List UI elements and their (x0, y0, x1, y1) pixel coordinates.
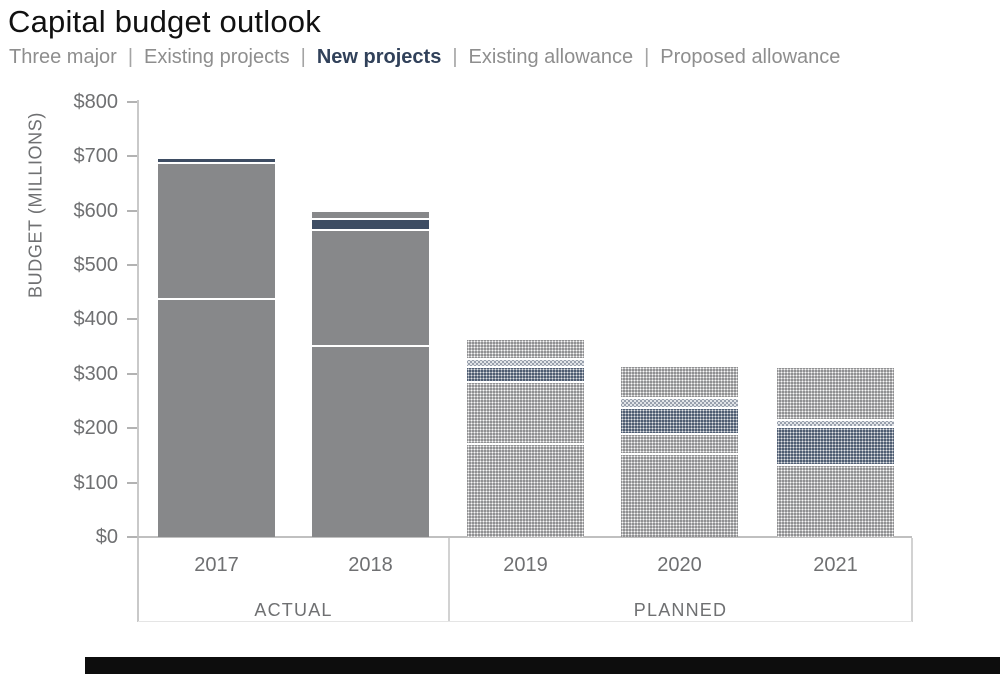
legend-separator: | (644, 46, 650, 68)
y-tick-mark (127, 209, 137, 212)
y-tick-label: $300 (73, 362, 119, 385)
bar-segment-2019-existing-projects (467, 383, 584, 445)
chart-title: Capital budget outlook (8, 4, 321, 39)
x-tick-label-2020: 2020 (657, 554, 702, 576)
bar-segment-2019-proposed-allowance (467, 339, 584, 361)
y-tick-mark (127, 155, 137, 158)
y-tick-label: $800 (73, 90, 119, 113)
y-tick-mark (127, 100, 137, 103)
legend-separator: | (452, 46, 458, 68)
bar-segment-2020-existing-projects (621, 434, 738, 456)
y-tick-label: $0 (95, 526, 118, 548)
bar-2018 (312, 212, 429, 537)
x-tick-label-2017: 2017 (194, 554, 239, 576)
bar-segment-2021-new-projects (777, 428, 894, 467)
y-tick-mark (127, 372, 137, 375)
group-label-planned: PLANNED (633, 600, 728, 620)
x-tick-label-2018: 2018 (348, 554, 393, 576)
legend-item-three-major[interactable]: Three major (9, 46, 117, 68)
chart-legend: Three major | Existing projects | New pr… (9, 46, 840, 69)
y-tick-mark (127, 264, 137, 266)
y-tick-mark (127, 318, 137, 321)
group-divider (448, 538, 450, 622)
y-tick-mark (127, 481, 137, 484)
legend-item-existing-projects[interactable]: Existing projects (144, 46, 290, 68)
legend-separator: | (127, 46, 134, 68)
axis-box-bottom (138, 621, 912, 622)
bar-segment-2020-proposed-allowance (621, 367, 738, 399)
bar-segment-2021-existing-allowance (777, 421, 894, 429)
bar-segment-2018-new-projects (312, 220, 429, 232)
y-tick-mark (127, 536, 137, 538)
x-tick-label-2021: 2021 (813, 554, 858, 576)
bar-2019 (467, 339, 584, 537)
bar-segment-2021-proposed-allowance (777, 368, 894, 422)
axis-right-border (911, 538, 913, 622)
y-tick-label: $100 (73, 471, 119, 494)
bottom-bar (85, 657, 1000, 674)
bar-segment-2020-new-projects (621, 408, 738, 435)
bar-segment-2020-existing-allowance (621, 398, 738, 409)
bar-segment-2019-three-major (467, 444, 584, 537)
y-axis-line (137, 100, 139, 622)
x-axis-line (127, 536, 912, 538)
bar-segment-2017-new-projects (158, 159, 275, 165)
x-tick-label-2019: 2019 (503, 554, 548, 576)
legend-item-new-projects[interactable]: New projects (316, 46, 442, 68)
legend-separator: | (300, 46, 306, 68)
bar-segment-2018-existing-allowance (312, 212, 429, 221)
bar-segment-2020-three-major (621, 455, 738, 537)
group-label-actual: ACTUAL (254, 600, 333, 620)
bar-2017 (158, 159, 275, 537)
legend-item-existing-allowance[interactable]: Existing allowance (468, 46, 634, 68)
legend-item-proposed-allowance[interactable]: Proposed allowance (660, 46, 841, 68)
y-tick-mark (127, 427, 137, 430)
bar-segment-2017-three-major (158, 300, 275, 537)
y-tick-label: $500 (73, 254, 119, 276)
bar-segment-2017-existing-projects (158, 164, 275, 301)
bar-segment-2018-existing-projects (312, 231, 429, 347)
y-tick-label: $600 (73, 199, 119, 222)
y-tick-label: $400 (73, 308, 119, 331)
bar-2021 (777, 368, 894, 537)
y-tick-label: $200 (73, 417, 119, 440)
y-tick-label: $700 (73, 145, 119, 168)
bar-2020 (621, 367, 738, 537)
bar-segment-2019-new-projects (467, 367, 584, 383)
bar-segment-2021-three-major (777, 466, 894, 537)
bar-segment-2019-existing-allowance (467, 360, 584, 368)
bar-segment-2018-three-major (312, 346, 429, 537)
